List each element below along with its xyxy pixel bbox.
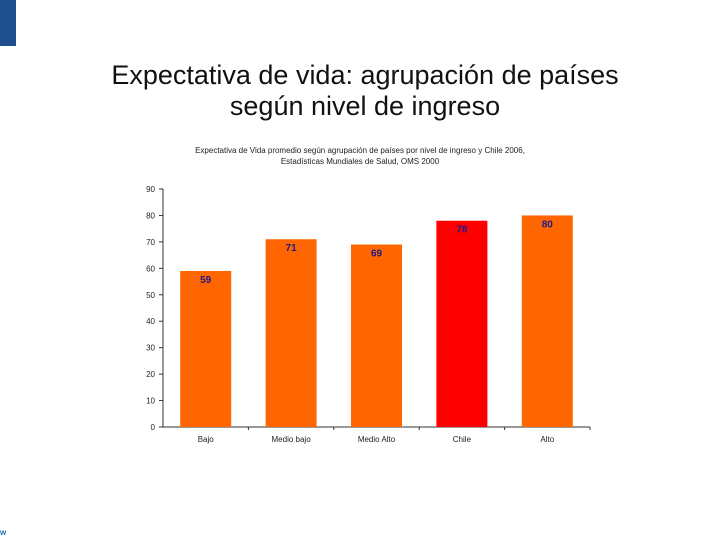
footer-logo: w [0, 528, 7, 537]
y-tick-label: 40 [146, 317, 155, 326]
x-category-label: Bajo [198, 435, 215, 444]
bar-value-label: 78 [456, 225, 468, 236]
chart-title-line-1: Expectativa de Vida promedio según agrup… [195, 146, 525, 155]
x-category-label: Alto [540, 435, 554, 444]
y-tick-label: 0 [151, 423, 156, 432]
y-tick-label: 30 [146, 344, 155, 353]
y-tick-label: 10 [146, 397, 155, 406]
slide-title-line-2: según nivel de ingreso [229, 91, 501, 121]
bar-value-label: 80 [542, 219, 554, 230]
slide-title-line-1: Expectativa de vida: agrupación de paíse… [111, 60, 619, 90]
bar-value-label: 69 [371, 249, 383, 260]
chart-title: Expectativa de Vida promedio según agrup… [150, 145, 570, 167]
x-category-label: Medio Alto [358, 435, 396, 444]
bar-medio-bajo [265, 239, 317, 427]
y-tick-label: 20 [146, 370, 155, 379]
bar-alto [521, 215, 573, 427]
y-tick-label: 90 [146, 185, 155, 194]
x-category-label: Chile [453, 435, 472, 444]
bar-chile [436, 220, 488, 427]
bar-value-label: 59 [200, 275, 212, 286]
y-tick-label: 70 [146, 238, 155, 247]
x-category-label: Medio bajo [272, 435, 312, 444]
slide-title: Expectativa de vida: agrupación de paíse… [60, 60, 670, 122]
y-tick-label: 80 [146, 211, 155, 220]
y-tick-label: 50 [146, 291, 155, 300]
bar-medio-alto [351, 244, 402, 427]
chart-subtitle: Estadísticas Mundiales de Salud, OMS 200… [280, 157, 440, 166]
bar-value-label: 71 [286, 243, 298, 254]
bar-bajo [180, 270, 232, 427]
corner-accent-bar [0, 0, 16, 46]
y-tick-label: 60 [146, 264, 155, 273]
